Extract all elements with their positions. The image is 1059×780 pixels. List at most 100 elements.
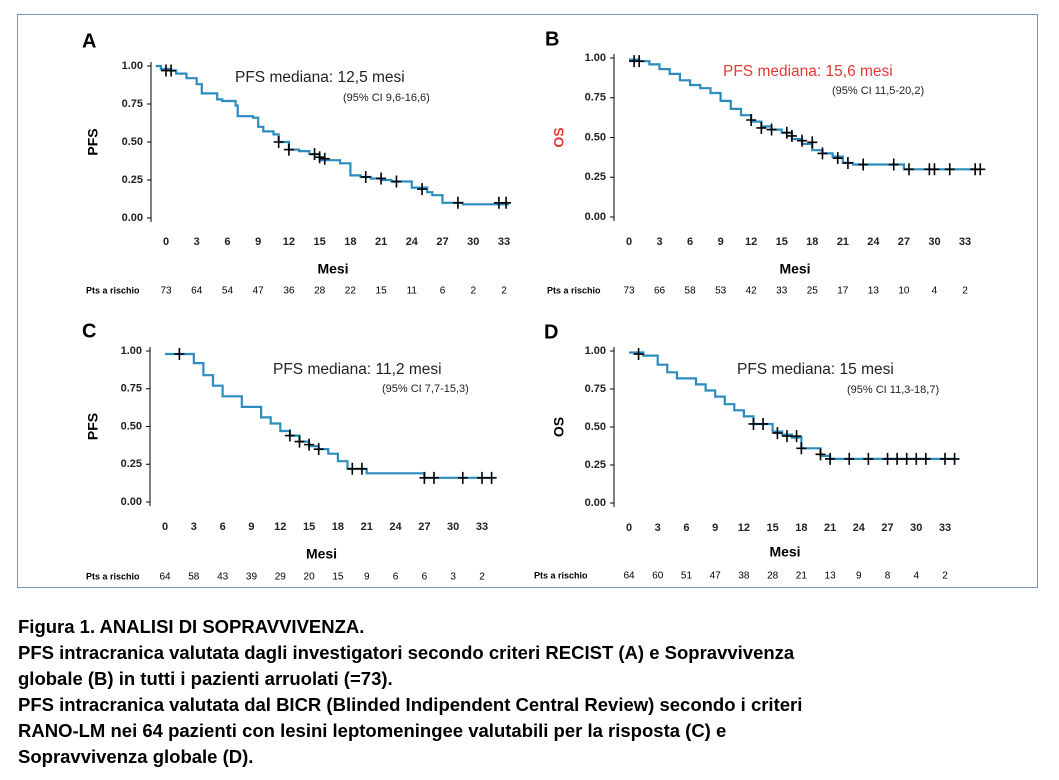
censor-mark <box>304 438 315 451</box>
at-risk-value: 22 <box>345 286 357 297</box>
caption-line: Sopravvivenza globale (D). <box>18 746 254 767</box>
at-risk-label: Pts a rischio <box>86 571 140 581</box>
x-tick-label: 3 <box>656 236 662 248</box>
y-tick-label: 0.25 <box>121 458 142 470</box>
x-tick-label: 6 <box>224 236 230 248</box>
censor-mark <box>417 183 428 196</box>
x-tick-label: 33 <box>939 522 951 534</box>
y-tick-label: 0.75 <box>585 92 606 104</box>
censor-mark <box>949 452 960 465</box>
at-risk-value: 21 <box>796 571 808 582</box>
figure-caption: Figura 1. ANALISI DI SOPRAVVIVENZA. PFS … <box>18 614 1048 770</box>
y-tick-label: 0.25 <box>122 174 143 186</box>
x-tick-label: 27 <box>418 521 430 533</box>
x-tick-label: 3 <box>194 236 200 248</box>
chart-panel-c: C 0.00 0.25 0.50 0.75 1.00 PFS 0 3 6 9 12 15 18 21 24 27… <box>82 320 497 583</box>
censor-mark <box>174 348 185 361</box>
at-risk-value: 17 <box>837 286 849 297</box>
at-risk-value: 13 <box>868 286 880 297</box>
at-risk-value: 60 <box>652 571 664 582</box>
censor-mark <box>844 452 855 465</box>
at-risk-value: 4 <box>932 286 938 297</box>
censor-mark <box>356 462 367 475</box>
x-tick-label: 6 <box>220 521 226 533</box>
at-risk-value: 6 <box>422 572 428 583</box>
at-risk-value: 28 <box>767 571 779 582</box>
y-axis-label: PFS <box>85 413 101 440</box>
x-tick-label: 33 <box>959 236 971 248</box>
censor-mark <box>428 471 439 484</box>
x-tick-label: 6 <box>683 522 689 534</box>
censor-mark <box>746 114 757 127</box>
censor-mark <box>944 163 955 176</box>
x-tick-label: 24 <box>867 236 880 248</box>
ci-annotation: (95% CI 7,7-15,3) <box>382 383 469 395</box>
at-risk-value: 28 <box>314 286 326 297</box>
x-tick-label: 15 <box>303 521 315 533</box>
at-risk-value: 11 <box>407 286 418 297</box>
censor-mark <box>273 136 284 148</box>
censor-mark <box>791 430 802 443</box>
x-tick-label: 12 <box>274 521 286 533</box>
x-tick-label: 3 <box>191 521 197 533</box>
censor-mark <box>901 452 912 465</box>
x-tick-label: 12 <box>283 236 295 248</box>
at-risk-value: 9 <box>364 572 370 583</box>
x-tick-label: 0 <box>162 521 168 533</box>
censor-mark <box>842 156 853 169</box>
caption-title: Figura 1. ANALISI DI SOPRAVVIVENZA. <box>18 616 365 637</box>
at-risk-value: 58 <box>188 572 200 583</box>
censor-mark <box>419 471 430 484</box>
x-tick-label: 27 <box>881 522 893 534</box>
ci-annotation: (95% CI 9,6-16,6) <box>343 92 430 104</box>
x-tick-label: 18 <box>344 236 356 248</box>
censor-mark <box>309 148 320 161</box>
censor-mark <box>313 443 324 456</box>
censor-mark <box>634 55 645 68</box>
at-risk-value: 3 <box>450 572 456 583</box>
censor-mark <box>863 452 874 465</box>
censor-mark <box>486 471 497 484</box>
at-risk-label: Pts a rischio <box>547 285 601 295</box>
censor-mark <box>904 163 914 176</box>
x-tick-label: 15 <box>776 236 788 248</box>
y-tick-label: 1.00 <box>585 52 606 64</box>
censor-mark <box>825 452 836 465</box>
at-risk-value: 36 <box>283 286 295 297</box>
censor-mark <box>766 123 777 136</box>
x-tick-label: 33 <box>476 521 488 533</box>
at-risk-value: 15 <box>332 572 344 583</box>
censor-mark <box>781 126 792 139</box>
censor-mark <box>360 170 371 183</box>
y-axis-label: PFS <box>85 128 101 155</box>
y-tick-label: 1.00 <box>585 345 606 357</box>
at-risk-value: 6 <box>393 572 399 583</box>
censor-mark <box>452 196 463 209</box>
at-risk-value: 2 <box>962 286 968 297</box>
x-tick-label: 18 <box>332 521 344 533</box>
x-tick-label: 27 <box>436 236 448 248</box>
censor-mark <box>376 172 387 185</box>
at-risk-value: 51 <box>681 571 693 582</box>
censor-mark <box>796 442 807 455</box>
at-risk-value: 53 <box>715 286 727 297</box>
panel-letter: A <box>82 30 96 52</box>
y-axis-label: OS <box>551 417 567 437</box>
x-tick-label: 33 <box>498 236 510 248</box>
censor-mark <box>314 151 325 164</box>
censor-mark <box>975 163 986 176</box>
at-risk-value: 73 <box>160 286 172 297</box>
at-risk-value: 2 <box>479 572 485 583</box>
x-tick-label: 24 <box>853 522 866 534</box>
at-risk-value: 47 <box>710 571 722 582</box>
at-risk-value: 29 <box>275 572 287 583</box>
at-risk-value: 47 <box>253 286 265 297</box>
ci-annotation: (95% CI 11,3-18,7) <box>847 384 939 396</box>
at-risk-value: 66 <box>654 286 666 297</box>
at-risk-value: 15 <box>376 286 388 297</box>
censor-mark <box>929 163 940 176</box>
at-risk-value: 33 <box>776 286 788 297</box>
at-risk-value: 8 <box>885 571 891 582</box>
censor-mark <box>501 196 512 209</box>
